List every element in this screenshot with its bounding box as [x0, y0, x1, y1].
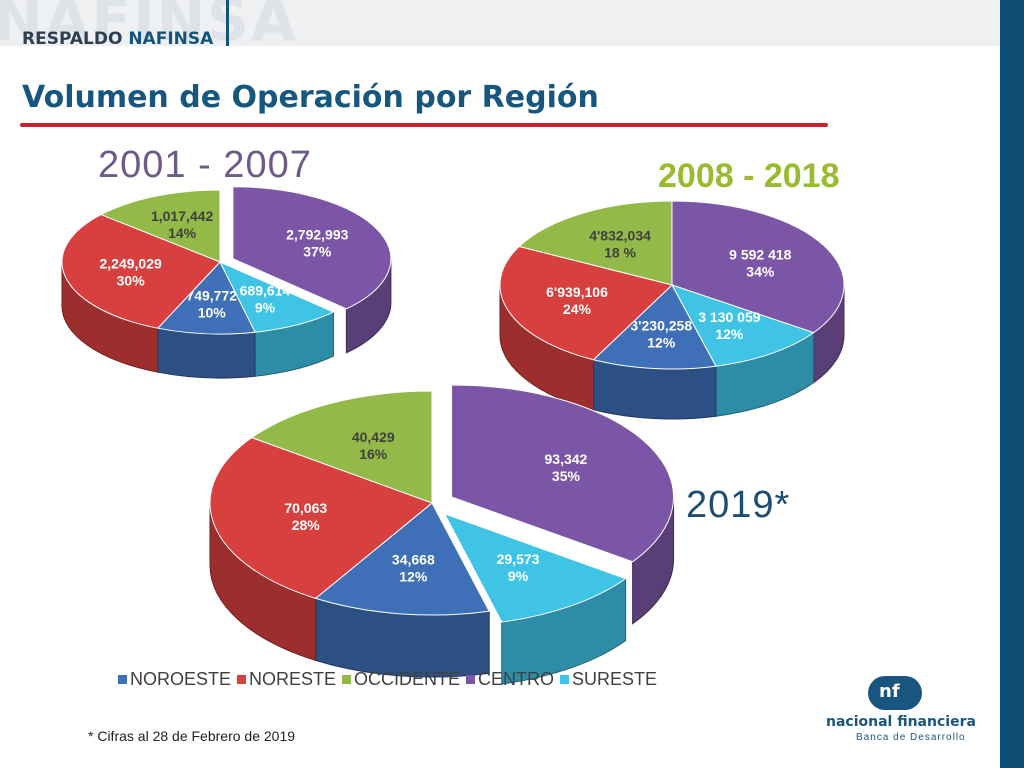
slide-title: Volumen de Operación por Región [22, 80, 599, 115]
logo-mark-text: nf [879, 681, 900, 702]
legend-label: CENTRO [478, 669, 555, 689]
data-label-percent: 9% [255, 299, 276, 315]
data-label-percent: 28% [292, 517, 321, 533]
data-label-percent: 12% [399, 568, 428, 584]
legend-item-centro: CENTRO [466, 669, 554, 690]
legend-swatch [118, 675, 127, 684]
pie-slice-noroeste [592, 284, 717, 370]
brand-tagline: RESPALDO NAFINSA [22, 29, 213, 49]
brand-part1: RESPALDO [22, 29, 129, 49]
data-label-percent: 12% [715, 326, 744, 342]
legend-swatch [342, 675, 352, 684]
data-label-percent: 24% [563, 301, 592, 317]
header-watermark: NAFINSA [0, 0, 298, 54]
pie-slice-occidente [518, 200, 673, 286]
chart-title-2019: 2019* [686, 484, 791, 526]
legend-item-noreste: NORESTE [237, 669, 336, 690]
data-label-percent: 16% [359, 446, 388, 462]
pie-slice-noroeste [156, 261, 256, 335]
chart-title-2008-2018: 2008 - 2018 [658, 157, 840, 195]
pie-slice-noreste [499, 245, 674, 361]
data-label-percent: 35% [552, 468, 581, 484]
pie-slice-noreste [209, 437, 433, 599]
pie-slice-occidente [99, 189, 221, 263]
pie-slice-centro [232, 186, 392, 310]
data-label-value: 29,573 [497, 551, 540, 567]
data-label-value: 70,063 [284, 500, 327, 516]
data-label-percent: 9% [508, 568, 529, 584]
data-label-value: 749,772 [186, 288, 237, 304]
data-label-value: 4'832,034 [589, 227, 651, 243]
logo-name: nacional financiera [826, 714, 976, 730]
legend-label: NORESTE [249, 669, 337, 689]
data-label-value: 1,017,442 [151, 208, 213, 224]
data-label-percent: 34% [746, 263, 775, 279]
pie-side-noroeste [157, 327, 256, 379]
legend-label: NOROESTE [130, 669, 232, 689]
legend-swatch [560, 675, 570, 684]
pie-slice-sureste [218, 260, 335, 333]
legend-swatch [466, 675, 476, 684]
data-label-value: 9 592 418 [729, 246, 791, 262]
data-label-value: 2,792,993 [286, 226, 348, 242]
pie-slice-noreste [61, 214, 221, 329]
legend-item-sureste: SURESTE [560, 669, 657, 690]
legend-swatch [237, 675, 247, 684]
right-accent-bar [1000, 0, 1024, 768]
chart-title-2001-2007: 2001 - 2007 [98, 144, 312, 186]
pie-slice-noroeste [314, 502, 490, 616]
brand-part2: NAFINSA [128, 29, 214, 49]
data-label-value: 40,429 [352, 429, 395, 445]
pie-slice-centro [671, 200, 845, 334]
pie-slice-sureste [670, 284, 815, 367]
data-label-value: 34,668 [392, 551, 435, 567]
title-underline [20, 123, 828, 127]
pie-slice-centro [451, 384, 675, 563]
logo-tagline: Banca de Desarrollo [856, 732, 966, 743]
data-label-percent: 14% [168, 225, 197, 241]
data-label-percent: 30% [117, 272, 146, 288]
pie-slice-sureste [443, 512, 627, 623]
data-label-percent: 10% [198, 305, 227, 321]
logo-mark: nf [868, 676, 922, 710]
data-label-value: 6'939,106 [546, 284, 608, 300]
legend-item-occidente: OCCIDENTE [342, 669, 460, 690]
header-band [0, 0, 1000, 46]
data-label-value: 93,342 [545, 451, 588, 467]
data-label-value: 3'230,258 [630, 317, 692, 333]
nafin-logo: nf nacional financiera Banca de Desarrol… [826, 676, 996, 746]
legend-label: SURESTE [572, 669, 658, 689]
data-label-percent: 18 % [604, 244, 636, 260]
data-label-percent: 12% [647, 334, 676, 350]
brand-separator [226, 0, 229, 46]
data-label-percent: 37% [303, 243, 332, 259]
footnote: * Cifras al 28 de Febrero de 2019 [88, 728, 296, 744]
pie-slice-occidente [250, 390, 433, 504]
data-label-value: 2,249,029 [99, 255, 161, 271]
legend: NOROESTE NORESTE OCCIDENTE CENTRO SURESTE [118, 669, 657, 690]
data-label-value: 3 130 059 [698, 309, 760, 325]
legend-item-noroeste: NOROESTE [118, 669, 231, 690]
data-label-value: 689,614 [240, 282, 291, 298]
legend-label: OCCIDENTE [354, 669, 461, 689]
